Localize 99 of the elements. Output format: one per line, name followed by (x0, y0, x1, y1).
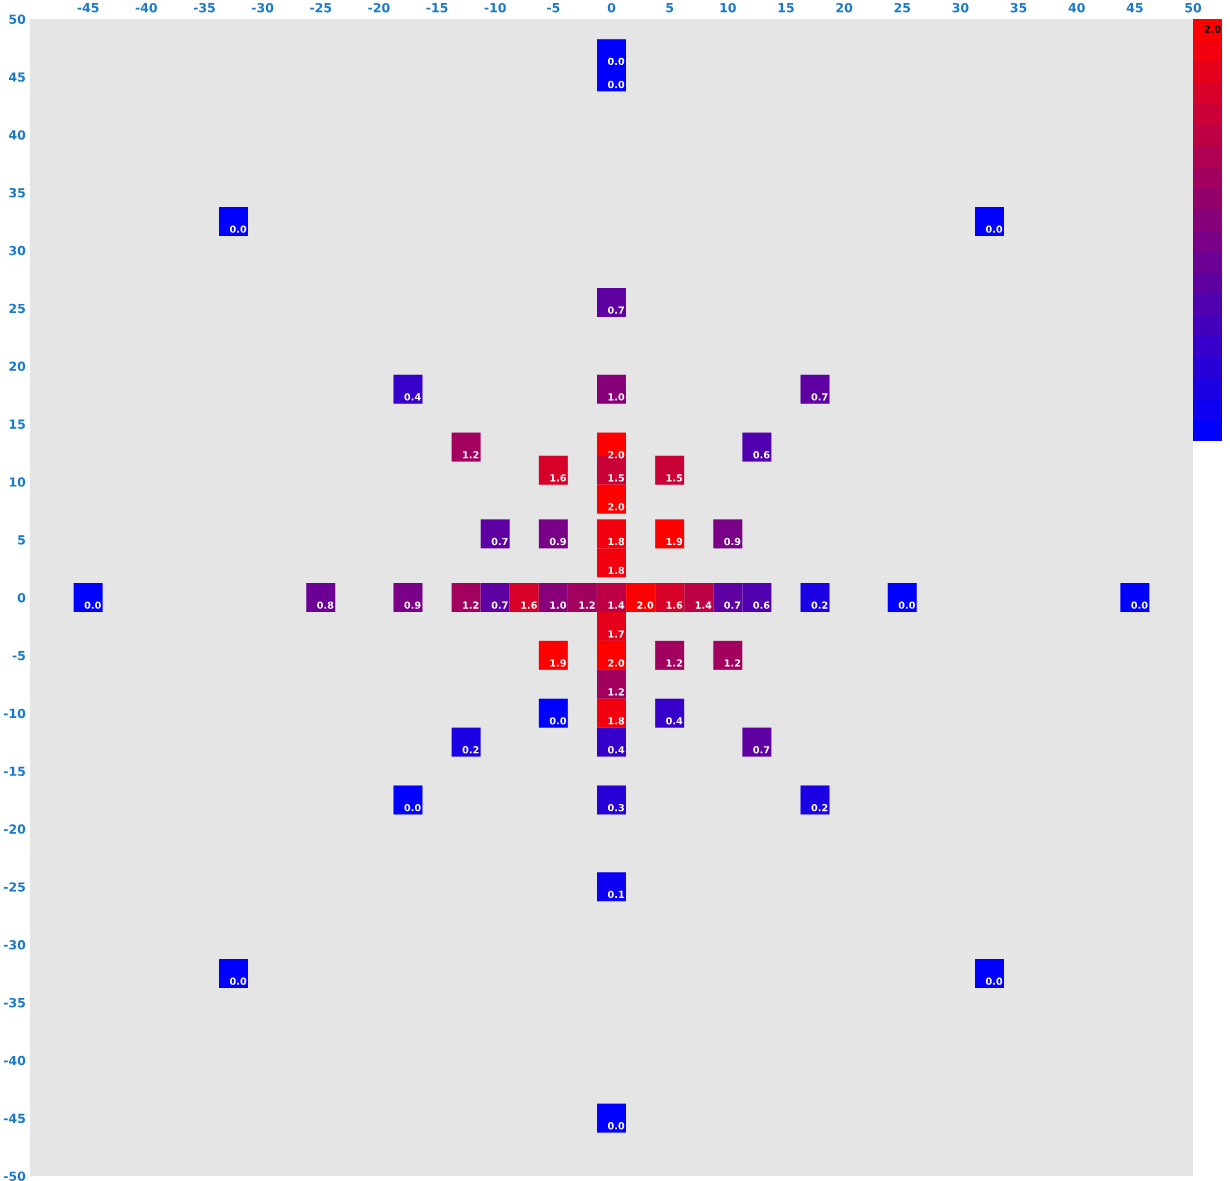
annotation: 0.3 (607, 803, 624, 812)
annotation: 0.7 (491, 537, 508, 546)
y-tick-label: 50 (9, 14, 26, 24)
annotation: 0.9 (404, 601, 421, 609)
x-tick-label: 40 (1068, 2, 1085, 13)
y-tick-label: -50 (3, 1171, 26, 1181)
annotation: 1.6 (521, 601, 537, 609)
annotation: 0.9 (549, 537, 566, 546)
annotation: 0.7 (811, 393, 828, 401)
annotation: 2.0 (608, 659, 625, 667)
annotation: 0.7 (607, 306, 624, 314)
x-tick-label: 10 (720, 2, 736, 13)
annotation: 0.4 (607, 746, 625, 754)
annotation: 1.2 (463, 451, 479, 459)
x-tick-label: 45 (1126, 3, 1143, 13)
annotation: 0.4 (404, 393, 421, 401)
annotation: 0.9 (724, 537, 741, 546)
y-tick-label: 15 (9, 419, 25, 429)
annotation: 1.4 (695, 601, 712, 609)
annotation: 1.6 (666, 601, 683, 609)
annotation: 0.2 (462, 746, 479, 754)
annotation: 0.7 (753, 746, 770, 754)
x-tick-label: 25 (894, 2, 911, 13)
y-tick-label: 0 (17, 592, 26, 603)
x-tick-label: -15 (426, 3, 448, 13)
y-tick-label: 20 (9, 361, 26, 372)
x-tick-label: -45 (77, 3, 99, 13)
x-tick-label: 15 (778, 3, 794, 13)
annotation: 2.0 (637, 601, 654, 609)
x-tick-label: 50 (1185, 2, 1202, 13)
x-tick-label: 0 (607, 2, 616, 13)
annotation: 0.0 (229, 225, 247, 233)
x-tick-label: -5 (547, 3, 560, 13)
annotation: 1.4 (608, 601, 625, 609)
annotation: 1.2 (579, 601, 595, 609)
x-tick-label: -25 (310, 2, 332, 13)
annotation: 2.0 (608, 451, 625, 459)
y-tick-label: -30 (3, 940, 26, 950)
annotation: 1.0 (608, 393, 625, 401)
annotation: 0.0 (985, 225, 1003, 233)
annotation: 0.0 (404, 803, 421, 812)
x-tick-label: -30 (251, 2, 274, 13)
x-tick-label: -20 (368, 2, 390, 13)
y-tick-label: -40 (3, 1055, 26, 1066)
y-tick-label: -25 (3, 882, 25, 892)
x-tick-label: 5 (666, 3, 674, 13)
annotation: 1.8 (608, 717, 625, 725)
annotation: 1.5 (666, 474, 683, 482)
y-tick-label: 40 (9, 130, 26, 140)
annotation: 0.6 (753, 451, 770, 459)
x-tick-label: -35 (193, 2, 215, 13)
annotation: 1.2 (666, 659, 682, 667)
annotation: 1.9 (550, 659, 566, 667)
annotation: 1.7 (608, 630, 624, 638)
y-tick-label: -20 (3, 824, 26, 834)
annotation: 1.9 (666, 537, 683, 546)
y-tick-label: 45 (9, 72, 25, 82)
annotation: 0.0 (229, 977, 247, 985)
annotation: 0.7 (491, 601, 508, 609)
annotation: 0.0 (84, 601, 101, 609)
annotation: 1.8 (608, 566, 625, 575)
y-tick-label: -35 (3, 997, 25, 1008)
annotation: 1.2 (463, 601, 479, 609)
y-tick-label: -10 (3, 708, 26, 719)
y-tick-label: 5 (18, 535, 25, 545)
annotation: 0.2 (811, 601, 828, 609)
annotation: 0.7 (724, 601, 741, 609)
annotation: 1.8 (608, 537, 625, 546)
annotation: 0.0 (607, 1122, 625, 1130)
x-tick-label: 35 (1010, 2, 1027, 13)
text: 2.0 (1204, 25, 1221, 33)
x-tick-label: -40 (135, 2, 157, 13)
annotation: 1.6 (550, 474, 567, 482)
y-tick-label: -15 (3, 766, 25, 776)
y-tick-label: -5 (12, 650, 25, 661)
x-tick-label: -10 (484, 2, 506, 13)
annotation: 0.1 (607, 890, 625, 899)
annotation: 0.6 (753, 601, 770, 609)
annotation: 0.2 (811, 803, 828, 812)
x-tick-label: 30 (952, 2, 969, 13)
y-tick-label: 25 (9, 303, 25, 314)
annotation: 1.2 (724, 659, 741, 667)
annotation: 0.4 (666, 717, 683, 725)
annotation: 2.0 (608, 503, 625, 511)
x-tick-label: 20 (836, 2, 853, 13)
annotation: 0.0 (1131, 601, 1148, 609)
y-tick-label: 30 (9, 245, 26, 256)
annotation: 1.2 (608, 688, 624, 696)
y-tick-label: -45 (3, 1113, 25, 1124)
annotation: 1.5 (608, 474, 625, 482)
annotation: 0.8 (317, 601, 334, 609)
annotation: 0.0 (607, 57, 625, 66)
y-tick-label: 10 (9, 477, 26, 487)
annotation: 0.0 (985, 977, 1003, 985)
annotation: 0.0 (549, 717, 567, 725)
y-tick-label: 35 (9, 188, 25, 198)
annotation: 0.0 (607, 80, 625, 89)
annotation: 0.0 (898, 601, 915, 609)
annotation: 1.0 (550, 601, 567, 609)
